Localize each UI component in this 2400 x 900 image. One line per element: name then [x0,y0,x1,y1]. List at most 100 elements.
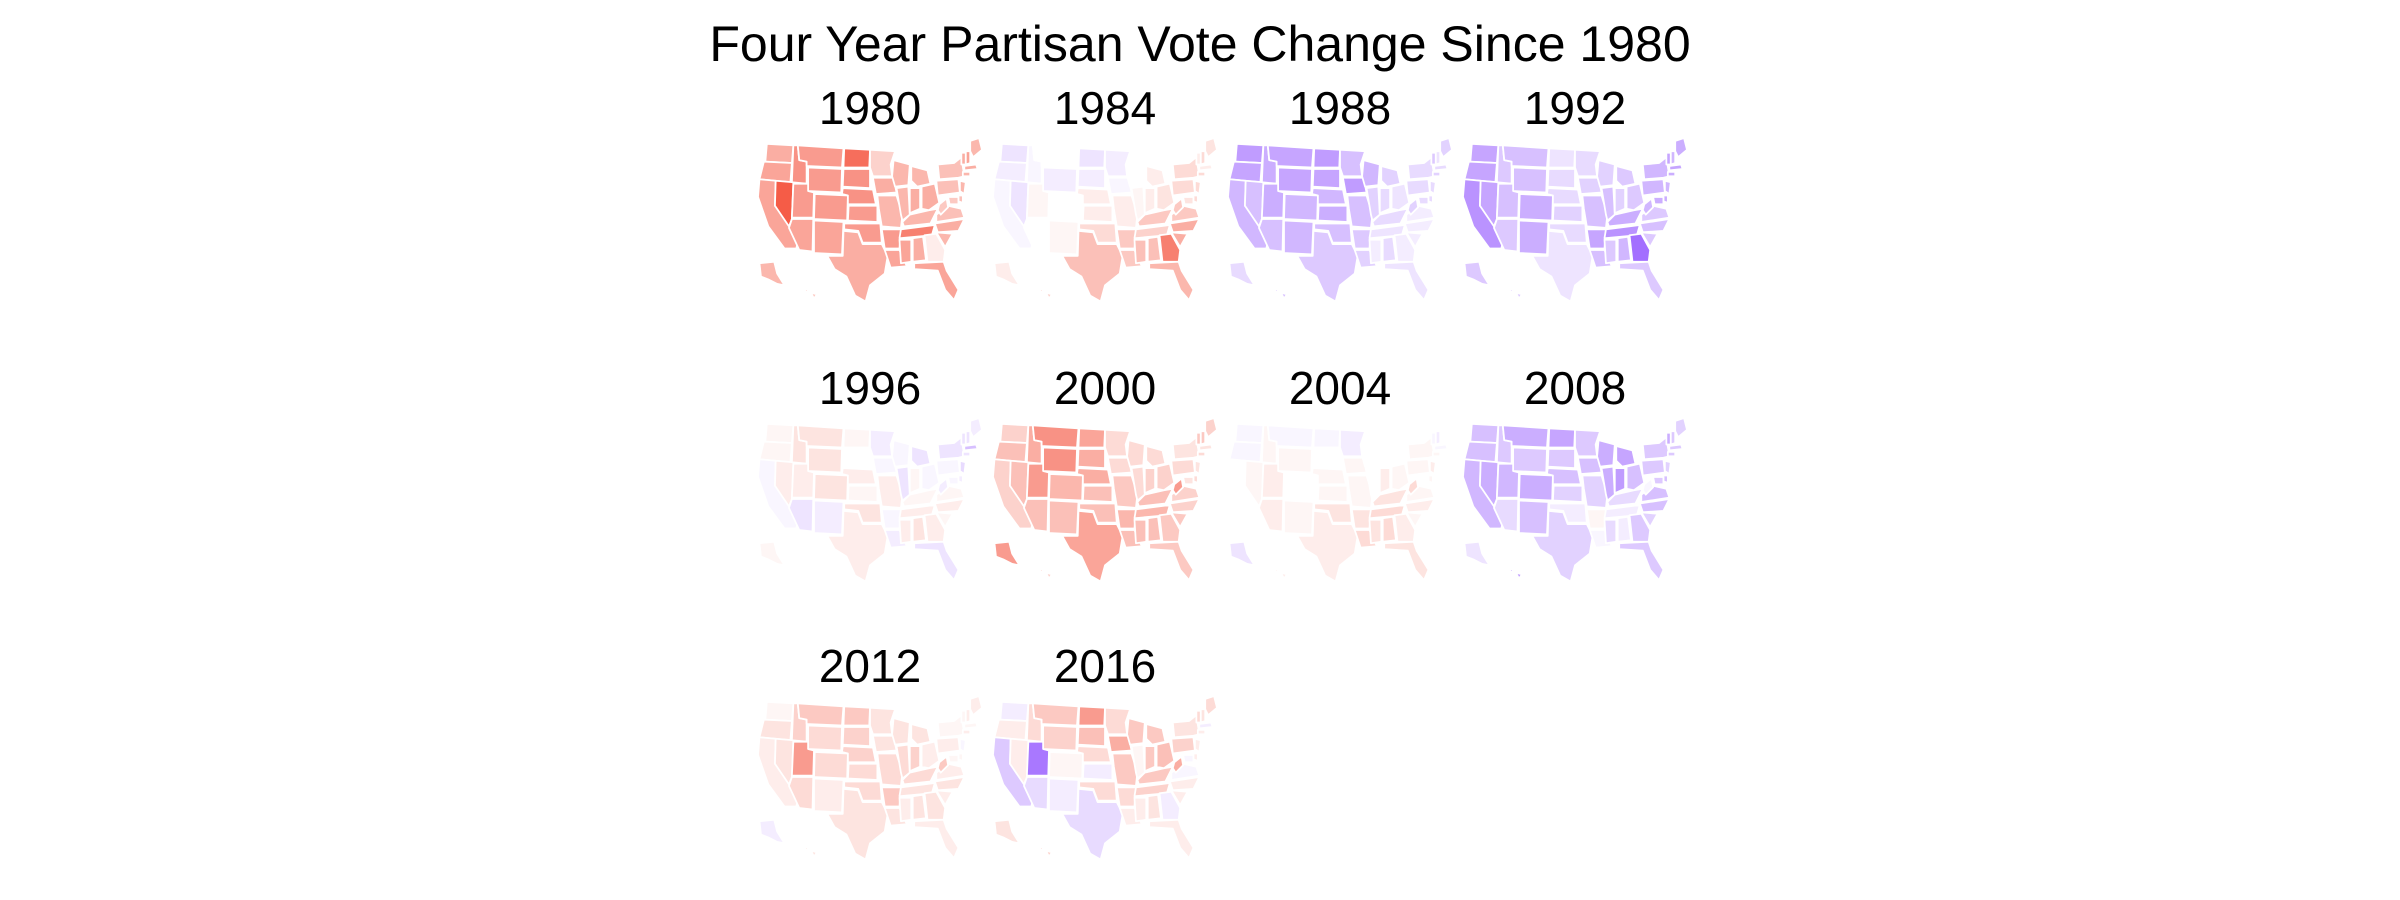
state-oh [1390,462,1411,492]
state-nm [813,777,845,814]
state-mi [1145,723,1167,746]
state-mn [1104,428,1131,458]
state-me [1674,417,1688,439]
state-md [947,196,960,206]
state-sc [1170,789,1189,806]
state-tx [826,509,889,583]
state-sd [841,726,871,747]
state-md [1417,476,1430,486]
us-state-map [1462,417,1688,583]
state-wv [1641,477,1654,496]
state-wa [764,143,795,164]
state-tx [1531,229,1594,303]
panel-year-label: 1980 [818,82,922,134]
state-wv [1641,197,1654,216]
state-ne [841,187,877,206]
state-oh [1155,462,1176,492]
state-oh [1625,182,1646,212]
state-sc [1640,231,1659,248]
state-mi [1615,165,1637,188]
state-nc [1403,498,1436,514]
state-mi [1380,165,1402,188]
state-ct [1196,729,1207,736]
state-oh [1390,182,1411,212]
state-ms [1368,238,1383,265]
state-in [908,467,921,495]
state-me [969,137,983,159]
state-nc [933,218,966,234]
state-wi [1361,159,1381,188]
state-ma [1198,721,1214,730]
state-wi [891,439,911,468]
panel-year-label: 1992 [1523,82,1627,134]
state-ma [1198,443,1214,452]
state-me [1204,695,1218,717]
state-hi [802,287,818,300]
state-ar [880,508,902,530]
state-ks [847,762,879,781]
state-mi [910,165,932,188]
state-ma [1668,163,1684,172]
state-mn [1574,148,1601,178]
state-ak [1463,540,1491,567]
state-wi [1126,159,1146,188]
state-nc [933,498,966,514]
state-nm [1283,499,1315,536]
state-ct [961,451,972,458]
state-ak [758,260,786,287]
state-wi [1596,159,1616,188]
state-mi [1615,445,1637,468]
state-wv [1406,477,1419,496]
state-ms [898,518,913,545]
state-mn [869,148,896,178]
state-ga [923,512,947,543]
state-wy [807,724,843,752]
state-ak [993,818,1021,845]
state-az [788,776,815,811]
state-nc [1638,218,1671,234]
state-mo [876,752,904,787]
panel-year-label: 1988 [1288,82,1392,134]
state-al [911,235,927,263]
state-co [813,473,849,502]
us-state-map [757,417,983,583]
state-tx [826,229,889,303]
state-in [1613,467,1626,495]
state-sd [1546,448,1576,469]
state-md [947,476,960,486]
state-wi [891,159,911,188]
state-tx [1061,509,1124,583]
state-pa [1405,458,1431,477]
state-nh [1669,150,1677,166]
state-ga [1628,512,1652,543]
state-me [1439,417,1453,439]
state-nj [959,179,967,195]
state-me [1439,137,1453,159]
state-sc [935,511,954,528]
state-in [908,187,921,215]
state-md [1652,476,1665,486]
state-mi [910,723,932,746]
state-pa [1405,178,1431,197]
state-mo [1111,194,1139,229]
state-hi [1272,287,1288,300]
state-hi [1507,287,1523,300]
state-nh [1199,150,1207,166]
state-me [1674,137,1688,159]
state-sd [1076,168,1106,189]
state-hi [1037,287,1053,300]
state-ct [1431,451,1442,458]
state-al [1146,235,1162,263]
state-ut [791,182,815,219]
state-nm [813,219,845,256]
state-az [1493,498,1520,533]
state-pa [1640,178,1666,197]
state-md [947,754,960,764]
state-mo [876,474,904,509]
state-ar [1115,228,1137,250]
state-ct [1431,171,1442,178]
state-mn [869,706,896,736]
state-wv [1171,477,1184,496]
panel-year-label: 1984 [1053,82,1157,134]
state-wv [1171,197,1184,216]
